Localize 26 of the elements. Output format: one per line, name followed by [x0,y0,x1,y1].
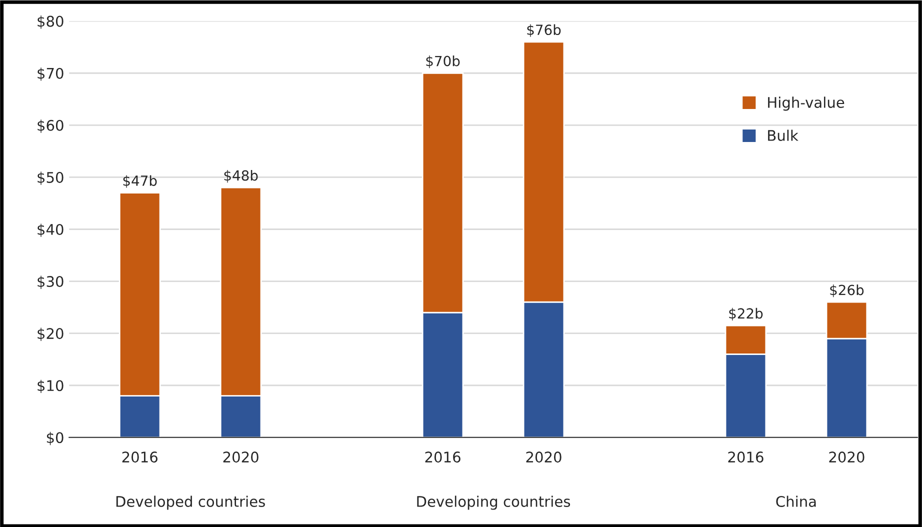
y-tick-label: $70 [38,68,64,81]
y-tick-label: $60 [38,120,64,133]
legend-label: Bulk [768,130,798,142]
y-tick-label: $30 [38,276,64,289]
total-label: $47b [123,175,157,188]
x-tick-label: 2016 [425,452,460,463]
legend-label: High-value [768,96,844,111]
text: Developed countries [116,496,265,510]
y-tick-label: $0 [46,432,64,446]
x-tick-label: 2020 [829,452,864,463]
text: China [776,496,816,507]
total-label: $22b [729,308,763,321]
x-tick-label: 2016 [122,452,158,463]
x-tick-label: 2020 [223,452,258,463]
x-tick-label: 2016 [728,452,764,463]
y-tick-label: $10 [38,380,64,394]
y-tick-label: $20 [38,328,64,342]
total-label: $48b [224,170,258,183]
y-tick-label: $50 [38,172,64,185]
y-tick-label: $40 [38,224,64,237]
x-tick-label: 2020 [526,452,562,463]
total-label: $26b [830,284,864,298]
text: Developing countries [417,496,570,510]
total-label: $70b [426,56,460,68]
y-tick-label: $80 [38,16,64,29]
total-label: $76b [527,24,561,37]
